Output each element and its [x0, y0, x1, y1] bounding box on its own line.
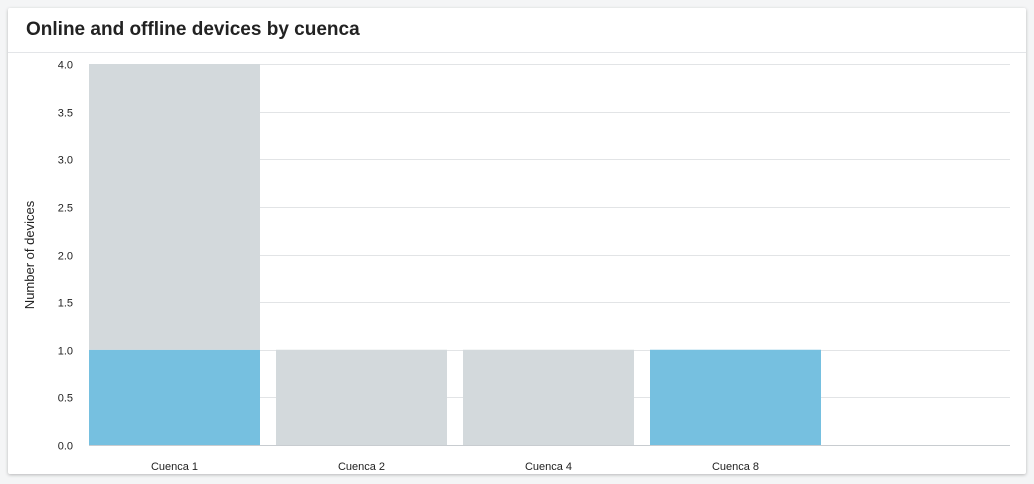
- x-tick-label: Cuenca 1: [151, 461, 198, 473]
- y-tick-label: 0.0: [58, 441, 73, 453]
- bar-online: [650, 349, 821, 445]
- bar-offline: [463, 349, 634, 445]
- bar-offline: [89, 64, 260, 350]
- x-tick-label: Cuenca 2: [338, 461, 385, 473]
- bar-online: [89, 349, 260, 445]
- chart-title: Online and offline devices by cuenca: [26, 19, 360, 40]
- bars: [89, 64, 821, 445]
- y-tick-label: 2.0: [58, 251, 73, 263]
- x-tick-label: Cuenca 4: [525, 461, 572, 473]
- y-tick-label: 4.0: [58, 60, 73, 72]
- y-tick-label: 1.5: [58, 298, 73, 310]
- x-tick-label: Cuenca 8: [712, 461, 759, 473]
- y-tick-label: 1.0: [58, 346, 73, 358]
- y-tick-label: 3.0: [58, 155, 73, 167]
- y-axis-title: Number of devices: [22, 200, 37, 309]
- bar-offline: [276, 349, 447, 445]
- x-axis-ticks: Cuenca 1 Cuenca 2 Cuenca 4 Cuenca 8: [151, 461, 759, 473]
- y-axis-ticks: 0.0 0.5 1.0 1.5 2.0 2.5 3.0 3.5 4.0: [58, 60, 73, 453]
- y-tick-label: 2.5: [58, 203, 73, 215]
- y-tick-label: 3.5: [58, 108, 73, 120]
- y-tick-label: 0.5: [58, 393, 73, 405]
- card-header: Online and offline devices by cuenca: [8, 8, 1026, 53]
